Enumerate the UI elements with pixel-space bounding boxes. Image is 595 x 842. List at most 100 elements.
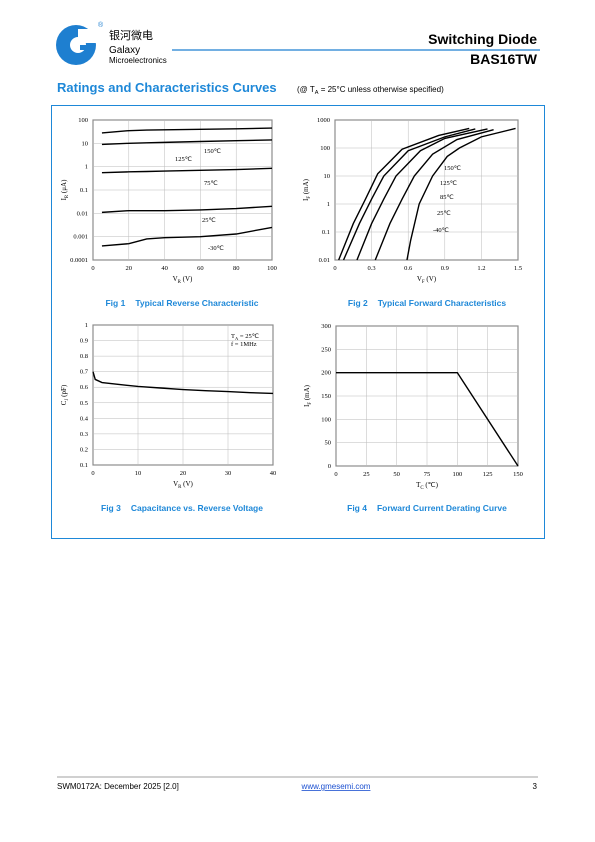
text-part: (mA) [302,178,310,196]
text-part: I [60,197,68,200]
y-tick-label: 1 [85,322,88,329]
data-line [101,139,273,146]
curve-label: 150℃ [444,165,462,172]
x-tick-label: 1.5 [514,265,522,272]
section-note: (@ TA = 25°C unless otherwise specified) [297,85,444,96]
text-part: I [302,198,310,201]
text-part: f = 1MHz [231,341,257,348]
x-tick-label: 150 [513,471,523,478]
y-tick-label: 10 [324,173,331,180]
figure-caption: Fig 2 Typical Forward Characteristics [348,298,506,308]
text-part: C [60,400,68,405]
x-axis-label: VF (V) [417,275,437,285]
curve-label: 25℃ [437,210,452,217]
y-tick-label: 1 [327,201,330,208]
curve-label: 25℃ [202,217,217,224]
y-tick-label: 200 [321,370,331,377]
figure-number: Fig 2 [348,298,368,308]
x-tick-label: 80 [233,265,240,272]
y-tick-label: 0.1 [80,187,88,194]
x-tick-label: 40 [161,265,168,272]
x-tick-label: 75 [424,471,431,478]
doc-title: Switching Diode [428,31,537,47]
data-line [336,371,519,467]
curve-label: 150℃ [204,148,222,155]
registered: ® [98,21,104,29]
y-tick-label: 1000 [317,117,330,124]
y-tick-label: 1 [85,164,88,171]
data-line [101,167,273,174]
y-tick-label: 150 [321,393,331,400]
y-tick-label: 0 [328,463,331,470]
x-tick-label: 0 [333,265,336,272]
text-part: (V) [181,480,193,488]
section-title: Ratings and Characteristics Curves [57,80,277,95]
text-part: = 25°C unless otherwise specified) [318,85,444,94]
company-en: Microelectronics [109,56,167,65]
data-line [342,128,476,261]
y-tick-label: 0.01 [77,210,88,217]
y-tick-label: 0.2 [80,446,88,453]
curve-label: 125℃ [175,156,193,163]
y-tick-label: 250 [321,346,331,353]
y-tick-label: 0.4 [80,415,89,422]
text-part: (V) [181,275,193,283]
figure-title: Forward Current Derating Curve [377,503,507,513]
y-axis-label: IF (mA) [302,178,312,201]
figure-title: Typical Forward Characteristics [378,298,507,308]
annotation: f = 1MHz [231,341,257,348]
x-tick-label: 125 [483,471,493,478]
x-axis-label: TC (℃) [416,481,438,491]
x-tick-label: 20 [126,265,133,272]
annotation: TA = 25℃ [231,333,260,341]
subscript: R [178,280,182,285]
footer-doc: SWM0172A: December 2025 [2.0] [57,782,179,791]
text-part: (V) [425,275,437,283]
y-tick-label: 0.7 [80,369,89,376]
y-tick-label: 0.8 [80,353,88,360]
page-number: 3 [533,782,538,791]
figure-caption: Fig 4 Forward Current Derating Curve [347,503,507,513]
y-tick-label: 0.1 [80,462,88,469]
subscript: F [308,402,313,405]
data-line [101,226,273,247]
data-line [101,127,273,134]
y-tick-label: 0.3 [80,431,88,438]
subscript: F [307,196,312,199]
x-tick-label: 0 [334,471,337,478]
figure-number: Fig 1 [105,298,125,308]
x-tick-label: 25 [363,471,370,478]
x-tick-label: 10 [135,470,142,477]
y-tick-label: 0.5 [80,400,88,407]
y-axis-label: IF (mA) [303,384,313,407]
data-line [338,127,470,261]
subscript: C [420,486,423,491]
text-part: I [303,404,311,407]
subscript: F [422,280,425,285]
text-part: (@ T [297,85,315,94]
footer-link[interactable]: www.gmesemi.com [301,782,371,791]
y-tick-label: 10 [82,140,89,147]
text-part: (mA) [303,384,311,402]
y-tick-label: 300 [321,323,331,330]
company-cn: 银河微电 [109,28,153,42]
y-tick-label: 100 [78,117,88,124]
y-tick-label: 100 [320,145,330,152]
text-part: V [173,480,178,488]
curve-label: -40℃ [433,227,450,234]
figure-number: Fig 4 [347,503,367,513]
y-tick-label: 0.1 [322,229,330,236]
text-part: (μA) [60,179,68,195]
text-part: V [417,275,422,283]
text-part: (pF) [60,384,68,398]
data-line [374,129,494,261]
y-tick-label: 50 [325,440,332,447]
subscript: J [65,399,70,401]
logo [56,25,98,65]
x-tick-label: 0.9 [441,265,449,272]
data-line [406,127,516,261]
x-tick-label: 60 [197,265,204,272]
figure-caption: Fig 1 Typical Reverse Characteristic [105,298,258,308]
